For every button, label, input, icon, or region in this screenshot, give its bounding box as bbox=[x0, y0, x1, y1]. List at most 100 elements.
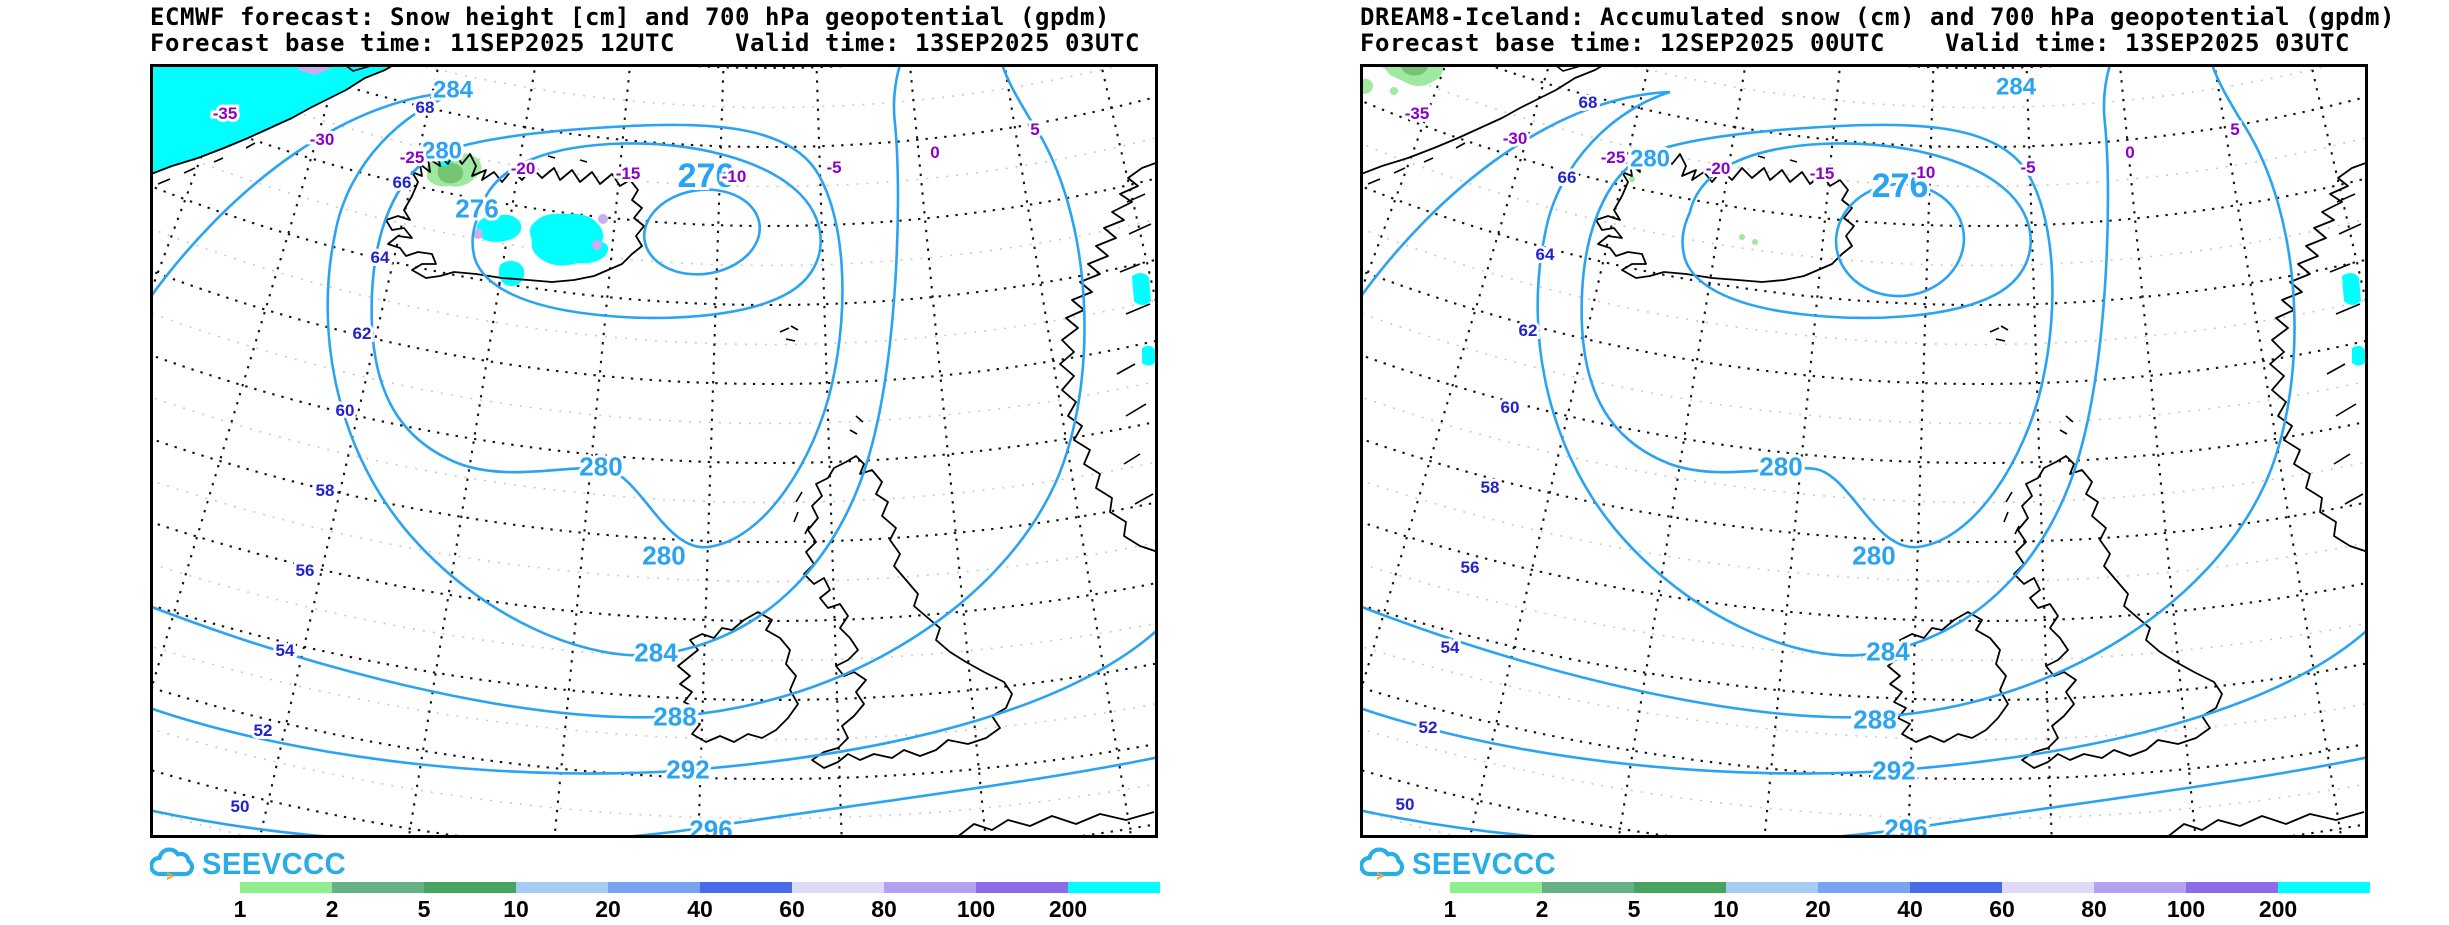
contour-label: 292 bbox=[1872, 755, 1915, 785]
colorbar-label: 2 bbox=[325, 896, 339, 922]
contour-280 bbox=[1580, 123, 2054, 549]
colorbar-label: 100 bbox=[956, 896, 996, 922]
panel-title: ECMWF forecast: Snow height [cm] and 700… bbox=[150, 3, 1110, 31]
snow-patch-central-snow-purple-w bbox=[473, 229, 483, 239]
panel-ecmwf: ECMWF forecast: Snow height [cm] and 700… bbox=[148, 0, 1178, 925]
latitude-label: 68 bbox=[416, 98, 435, 117]
latitude-label: 50 bbox=[1396, 795, 1415, 814]
snow-patch-norway-snow-1 bbox=[2342, 272, 2361, 305]
longitude-label: -20 bbox=[1706, 159, 1731, 178]
colorbar-segments bbox=[1450, 882, 2370, 893]
colorbar-segment-20 bbox=[608, 882, 700, 893]
map-content: 284 280 276 276 280 280 284 288 292 296 -35 -30 -25 -… bbox=[150, 64, 1158, 838]
panel-footer: SEEVCCC 1 2 5 10 20 40 60 80 100 200 bbox=[1358, 838, 2388, 925]
latitude-label: 56 bbox=[1461, 558, 1480, 577]
contour-280 bbox=[370, 123, 844, 549]
longitude-label: -10 bbox=[1911, 163, 1936, 182]
colorbar-label: 200 bbox=[1048, 896, 1088, 922]
colorbar-label: 80 bbox=[871, 896, 897, 922]
colorbar-segment-1 bbox=[240, 882, 332, 893]
contour-276-closed-low bbox=[642, 188, 762, 276]
colorbar-label: 60 bbox=[1989, 896, 2015, 922]
latitude-label: 60 bbox=[1501, 398, 1520, 417]
colorbar-segment-10 bbox=[1726, 882, 1818, 893]
colorbar-segment-2 bbox=[332, 882, 424, 893]
longitude-label: -5 bbox=[2020, 158, 2035, 177]
snow-patch-central-snow-big bbox=[530, 213, 609, 266]
map-labels: 284 280 276 276 280 280 284 288 292 296 -35 -30 -25 -… bbox=[210, 74, 1043, 838]
snow-patch-norway-snow-1 bbox=[1132, 272, 1151, 305]
contour-label: 276 bbox=[1872, 167, 1929, 205]
contour-296 bbox=[150, 755, 1158, 838]
contour-284 bbox=[1360, 64, 2112, 657]
colorbar-segment-40 bbox=[1910, 882, 2002, 893]
snow-patch-greenland-green-small bbox=[1360, 78, 1373, 94]
snow-patch-norway-snow-2 bbox=[2352, 345, 2365, 366]
longitude-label: -25 bbox=[400, 148, 425, 167]
contour-label: 284 bbox=[634, 637, 678, 667]
map-labels: 284 280 276 280 280 284 288 292 296 -35 -30 -25 -20 -… bbox=[1393, 71, 2243, 838]
latitude-label: 66 bbox=[393, 173, 412, 192]
colorbar-segment-2 bbox=[1542, 882, 1634, 893]
colorbar-label: 40 bbox=[687, 896, 713, 922]
logo-text: SEEVCCC bbox=[202, 846, 347, 881]
longitude-label: -35 bbox=[213, 104, 238, 123]
colorbar-label: 200 bbox=[2258, 896, 2298, 922]
colorbar-segment-1 bbox=[1450, 882, 1542, 893]
snow-colorbar: 1 2 5 10 20 40 60 80 100 200 bbox=[234, 882, 1160, 924]
snow-patch-iceland-dot-2 bbox=[1752, 239, 1758, 245]
snow-patch-iceland-dot-1 bbox=[1739, 234, 1745, 240]
latitude-label: 66 bbox=[1558, 168, 1577, 187]
longitude-label: -15 bbox=[616, 164, 641, 183]
colorbar-segment-10 bbox=[516, 882, 608, 893]
colorbar-segment-80 bbox=[884, 882, 976, 893]
geopotential-contours bbox=[150, 64, 1158, 838]
contour-label: 288 bbox=[653, 701, 696, 731]
contour-label: 280 bbox=[579, 451, 622, 481]
latitude-label: 58 bbox=[316, 481, 335, 500]
colorbar-label: 20 bbox=[1805, 896, 1831, 922]
forecast-map-dream8: 284 280 276 280 280 284 288 292 296 -35 -30 -25 -20 -… bbox=[1360, 64, 2368, 838]
longitude-label: -35 bbox=[1405, 104, 1430, 123]
snow-patch-westfjords-green-core bbox=[437, 162, 464, 184]
contour-label: 280 bbox=[1852, 540, 1895, 570]
snow-patch-greenland-green-dot bbox=[1390, 87, 1398, 95]
coastlines bbox=[150, 64, 1158, 838]
contour-label: 284 bbox=[1996, 74, 2037, 101]
contour-label: 276 bbox=[455, 193, 498, 223]
colorbar-label: 5 bbox=[1627, 896, 1641, 922]
latitude-label: 54 bbox=[1441, 638, 1460, 657]
snow-patch-central-snow-purple-e1 bbox=[598, 214, 608, 224]
latitude-label: 62 bbox=[353, 324, 372, 343]
colorbar-segment-200 bbox=[2278, 882, 2370, 893]
logo-text: SEEVCCC bbox=[1412, 846, 1557, 881]
map-content: 284 280 276 280 280 284 288 292 296 -35 -30 -25 -20 -… bbox=[1360, 64, 2368, 838]
longitude-label: 5 bbox=[2230, 120, 2239, 139]
colorbar-segments bbox=[240, 882, 1160, 893]
colorbar-label: 100 bbox=[2166, 896, 2206, 922]
cloud-logo-icon bbox=[1360, 847, 1405, 880]
contour-292 bbox=[150, 627, 1158, 775]
latitude-label: 58 bbox=[1481, 478, 1500, 497]
snow-patch-greenland-edge-cyan bbox=[344, 64, 383, 79]
contour-label: 276 bbox=[678, 157, 735, 195]
seevccc-logo: SEEVCCC bbox=[1360, 844, 1565, 884]
colorbar-segment-60 bbox=[2002, 882, 2094, 893]
colorbar-segment-60 bbox=[792, 882, 884, 893]
forecast-map-ecmwf: 284 280 276 276 280 280 284 288 292 296 -35 -30 -25 -… bbox=[150, 64, 1158, 838]
colorbar-label: 10 bbox=[1713, 896, 1739, 922]
contour-288 bbox=[1360, 64, 2296, 719]
latitude-label: 64 bbox=[371, 248, 390, 267]
colorbar-segment-20 bbox=[1818, 882, 1910, 893]
longitude-label: -10 bbox=[722, 167, 747, 186]
contour-label: 280 bbox=[422, 138, 462, 165]
contour-label: 280 bbox=[1630, 146, 1670, 173]
colorbar-segment-40 bbox=[700, 882, 792, 893]
longitude-label: -15 bbox=[1810, 164, 1835, 183]
colorbar-label: 80 bbox=[2081, 896, 2107, 922]
coastlines bbox=[1360, 64, 2368, 838]
latitude-label: 60 bbox=[336, 401, 355, 420]
latitude-label: 50 bbox=[231, 797, 250, 816]
colorbar-label: 10 bbox=[503, 896, 529, 922]
